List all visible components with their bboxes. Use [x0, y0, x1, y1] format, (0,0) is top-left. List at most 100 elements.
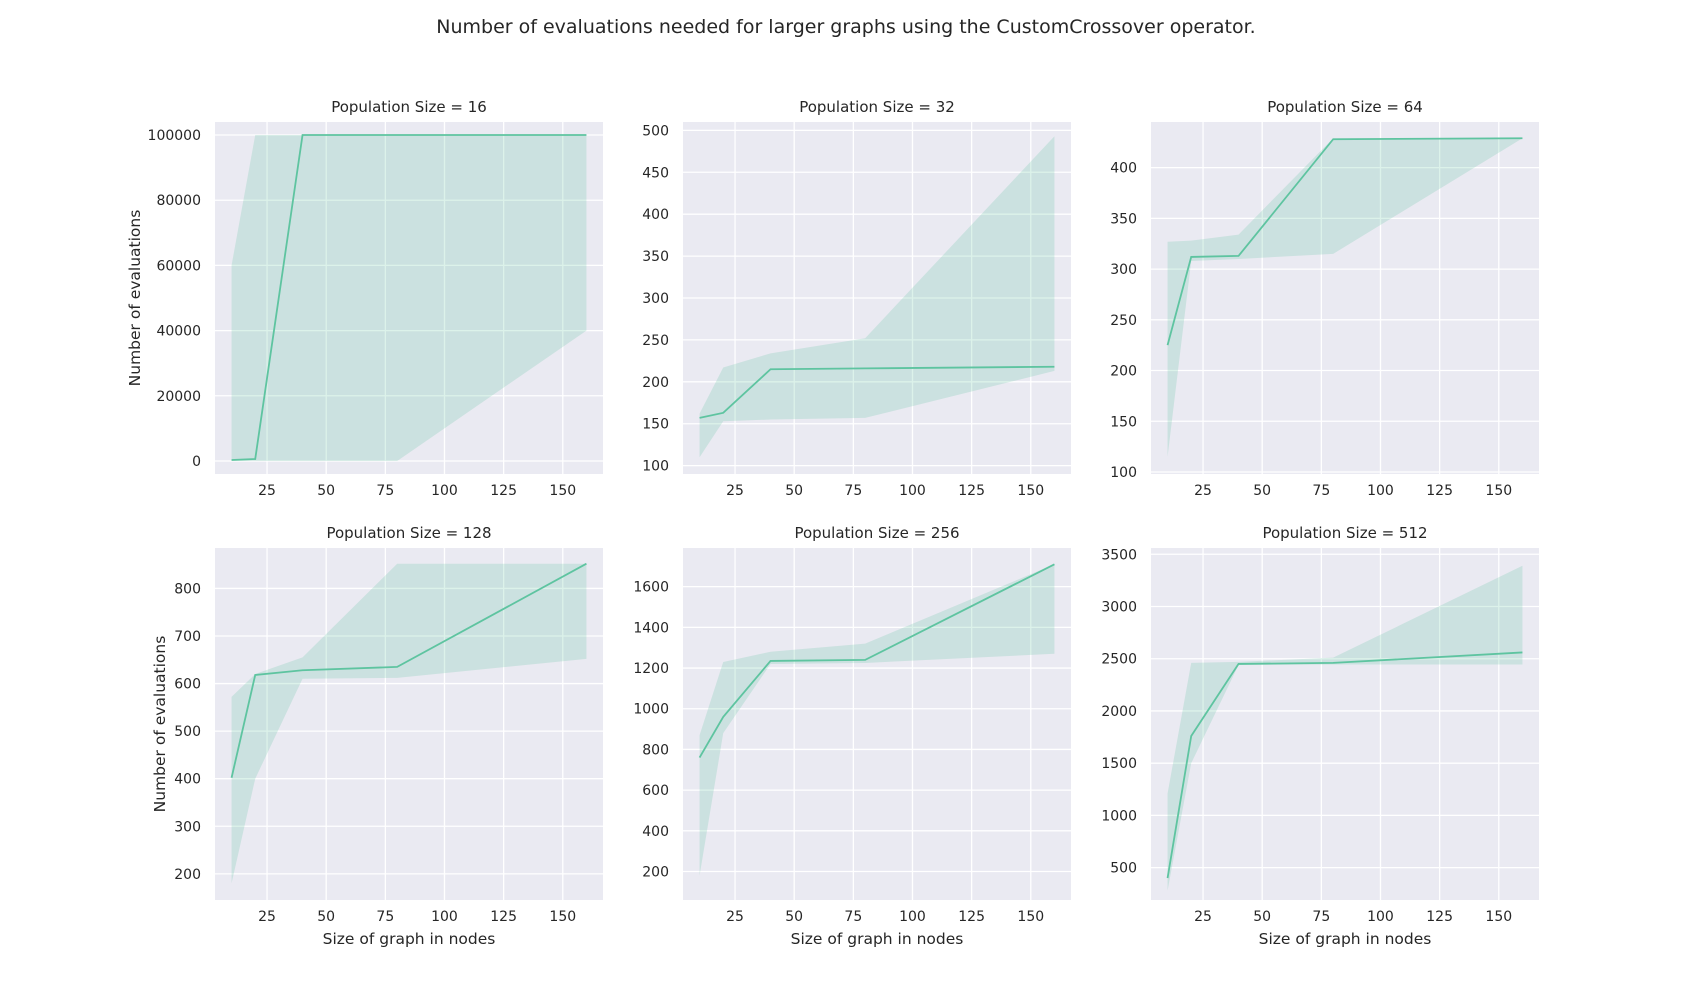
x-tick-label: 150 [549, 483, 576, 499]
confidence-band [1167, 138, 1523, 457]
y-tick-label: 500 [642, 123, 669, 139]
x-tick-label: 25 [1194, 909, 1212, 925]
subplot-title: Population Size = 64 [1267, 98, 1423, 116]
x-tick-label: 150 [1017, 483, 1044, 499]
x-tick-label: 25 [258, 909, 276, 925]
x-tick-label: 75 [844, 909, 862, 925]
x-tick-label: 150 [1017, 909, 1044, 925]
confidence-band [1167, 565, 1523, 891]
series-line [1166, 137, 1523, 346]
x-axis-label: Size of graph in nodes [1259, 930, 1432, 948]
x-tick-label: 100 [431, 483, 458, 499]
y-tick-label: 500 [1110, 861, 1137, 877]
x-tick-label: 50 [785, 909, 803, 925]
confidence-band [699, 136, 1055, 458]
series-line [1166, 651, 1523, 879]
y-tick-label: 400 [642, 824, 669, 840]
y-tick-label: 500 [174, 724, 201, 740]
y-tick-label: 2500 [1101, 652, 1137, 668]
subplot-pop-64: 25 50 75 100 125 150 100 150 200 250 300 350 400 Popu… [1110, 98, 1539, 499]
axes-background [1151, 122, 1539, 474]
series-line [698, 563, 1055, 759]
y-tick-label: 0 [192, 454, 201, 470]
y-tick-label: 350 [1110, 211, 1137, 227]
y-tick-label: 3000 [1101, 599, 1137, 615]
y-tick-label: 400 [174, 772, 201, 788]
x-tick-label: 125 [490, 909, 517, 925]
x-tick-label: 25 [726, 483, 744, 499]
figure-title: Number of evaluations needed for larger … [436, 16, 1256, 38]
x-tick-label: 150 [549, 909, 576, 925]
y-tick-label: 100 [642, 459, 669, 475]
x-tick-label: 75 [844, 483, 862, 499]
subplot-pop-16: 25 50 75 100 125 150 0 20000 40000 60000 80000 1000… [126, 98, 603, 499]
y-axis-label: Number of evaluations [151, 636, 169, 813]
x-tick-label: 75 [376, 909, 394, 925]
x-tick-label: 150 [1485, 483, 1512, 499]
y-tick-label: 600 [642, 783, 669, 799]
y-tick-label: 1200 [633, 661, 669, 677]
confidence-band [699, 564, 1055, 876]
axes-background [215, 122, 603, 474]
axes-background [683, 548, 1071, 900]
x-tick-label: 75 [1312, 909, 1330, 925]
y-tick-label: 1600 [633, 580, 669, 596]
x-tick-label: 100 [899, 909, 926, 925]
y-tick-label: 800 [174, 581, 201, 597]
y-tick-label: 1500 [1101, 756, 1137, 772]
y-tick-label: 200 [1110, 364, 1137, 380]
y-tick-label: 250 [642, 333, 669, 349]
subplot-pop-256: 25 50 75 100 125 150 200 400 600 800 1000 1200 1400 1… [633, 524, 1071, 948]
x-axis-label: Size of graph in nodes [791, 930, 964, 948]
x-tick-label: 75 [376, 483, 394, 499]
y-tick-label: 400 [1110, 161, 1137, 177]
y-tick-label: 80000 [156, 193, 201, 209]
y-tick-label: 150 [642, 417, 669, 433]
y-tick-label: 1000 [633, 702, 669, 718]
y-tick-label: 150 [1110, 414, 1137, 430]
x-tick-label: 100 [1367, 909, 1394, 925]
x-tick-label: 25 [258, 483, 276, 499]
x-tick-label: 150 [1485, 909, 1512, 925]
x-tick-label: 125 [958, 483, 985, 499]
x-tick-label: 100 [1367, 483, 1394, 499]
y-tick-label: 350 [642, 249, 669, 265]
subplot-pop-32: 25 50 75 100 125 150 100 150 200 250 300 350 400 450 5… [642, 98, 1071, 499]
x-tick-label: 25 [1194, 483, 1212, 499]
subplot-title: Population Size = 128 [326, 524, 491, 542]
y-tick-label: 200 [174, 867, 201, 883]
subplot-pop-128: 25 50 75 100 125 150 200 300 400 500 600 700 800 Popu… [151, 524, 603, 948]
y-tick-label: 60000 [156, 258, 201, 274]
confidence-band [231, 563, 587, 884]
x-tick-label: 125 [1426, 909, 1453, 925]
y-tick-label: 1400 [633, 620, 669, 636]
y-tick-label: 600 [174, 677, 201, 693]
x-tick-label: 125 [958, 909, 985, 925]
series-line [230, 562, 587, 778]
y-tick-label: 300 [642, 291, 669, 307]
x-tick-label: 100 [899, 483, 926, 499]
y-tick-label: 700 [174, 629, 201, 645]
y-tick-label: 3500 [1101, 547, 1137, 563]
x-tick-label: 125 [1426, 483, 1453, 499]
y-tick-label: 100000 [148, 128, 201, 144]
y-tick-label: 2000 [1101, 704, 1137, 720]
subplot-title: Population Size = 512 [1262, 524, 1427, 542]
y-tick-label: 40000 [156, 324, 201, 340]
series-line [231, 134, 587, 461]
y-tick-label: 400 [642, 207, 669, 223]
y-tick-label: 800 [642, 742, 669, 758]
y-tick-label: 450 [642, 165, 669, 181]
y-tick-label: 300 [174, 819, 201, 835]
x-tick-label: 50 [1253, 483, 1271, 499]
x-tick-label: 50 [1253, 909, 1271, 925]
y-tick-label: 1000 [1101, 808, 1137, 824]
x-tick-label: 50 [317, 909, 335, 925]
x-tick-label: 125 [490, 483, 517, 499]
x-axis-label: Size of graph in nodes [323, 930, 496, 948]
x-tick-label: 50 [317, 483, 335, 499]
y-tick-label: 200 [642, 865, 669, 881]
y-tick-label: 250 [1110, 313, 1137, 329]
x-tick-label: 50 [785, 483, 803, 499]
